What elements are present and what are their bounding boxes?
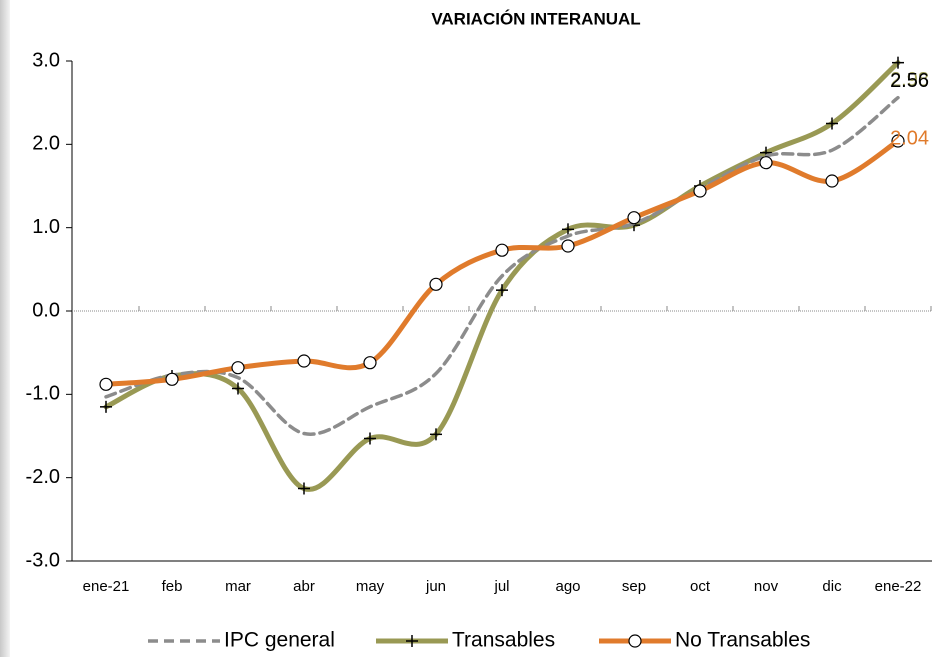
x-tick-label: mar (225, 578, 251, 595)
y-tick-label: -1.0 (26, 383, 60, 405)
y-tick-label: -2.0 (26, 466, 60, 488)
circle-marker (561, 239, 575, 253)
side-strip (0, 0, 10, 657)
legend-item: Transables (376, 629, 555, 652)
circle-marker (825, 174, 839, 188)
end-value-label: 2.56 (890, 70, 929, 92)
legend-label: Transables (452, 629, 555, 652)
plus-marker (562, 223, 574, 236)
plus-marker (430, 428, 442, 441)
plus-marker (406, 635, 418, 647)
x-tick-label: dic (822, 578, 842, 595)
x-tick-label: feb (162, 578, 183, 595)
x-tick-label: sep (622, 578, 646, 595)
circle-marker (759, 156, 773, 170)
y-tick-label: 2.0 (32, 133, 60, 155)
end-value-label: 2.04 (890, 127, 929, 149)
circle-marker (627, 211, 641, 225)
plus-marker (364, 432, 376, 445)
x-tick-label: abr (293, 578, 315, 595)
circle-marker (495, 243, 509, 257)
x-tick-label: jul (493, 578, 509, 595)
series-line (104, 95, 900, 436)
y-tick-label: -3.0 (26, 549, 60, 571)
circle-marker (628, 634, 642, 648)
circle-marker (231, 361, 245, 375)
x-tick-label: may (356, 578, 385, 595)
legend-label: No Transables (675, 629, 810, 652)
plus-marker (100, 400, 112, 413)
circle-marker (363, 356, 377, 370)
x-tick-label: jun (425, 578, 446, 595)
plus-marker (892, 56, 904, 69)
chart-title: VARIACIÓN INTERANUAL (431, 9, 640, 28)
x-tick-label: ago (555, 578, 580, 595)
plus-marker (298, 482, 310, 495)
y-tick-label: 3.0 (32, 49, 60, 71)
circle-marker (165, 372, 179, 386)
circle-marker (429, 277, 443, 291)
legend-item: No Transables (599, 629, 810, 652)
circle-marker (99, 377, 113, 391)
plus-marker (496, 284, 508, 297)
x-tick-label: ene-22 (875, 578, 922, 595)
series-line (103, 138, 901, 387)
y-tick-label: 1.0 (32, 216, 60, 238)
plus-marker (826, 117, 838, 130)
plus-marker (232, 382, 244, 395)
circle-marker (693, 184, 707, 198)
end-value-label: 2.98 (890, 69, 929, 91)
x-tick-label: ene-21 (83, 578, 130, 595)
legend-item: IPC general (148, 629, 335, 652)
circle-marker (891, 134, 905, 148)
y-tick-label: 0.0 (32, 299, 60, 321)
x-tick-label: oct (690, 578, 711, 595)
legend-label: IPC general (224, 629, 335, 652)
x-tick-label: nov (754, 578, 779, 595)
circle-marker (297, 354, 311, 368)
